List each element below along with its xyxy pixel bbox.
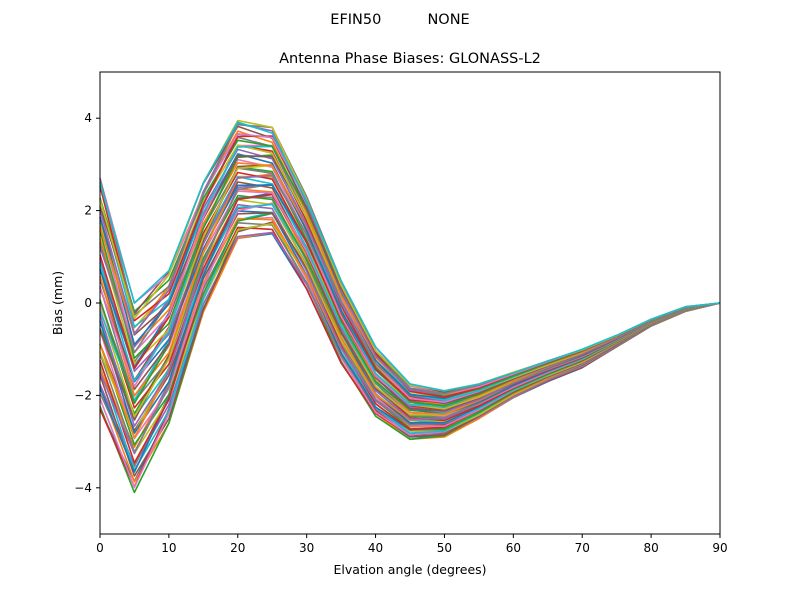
x-tick-label-0: 0	[96, 541, 104, 555]
chart-title: Antenna Phase Biases: GLONASS-L2	[279, 51, 541, 67]
x-tick-label-3: 30	[299, 541, 314, 555]
x-tick-label-4: 40	[368, 541, 383, 555]
y-tick-label-3: 2	[84, 204, 92, 218]
x-tick-label-2: 20	[230, 541, 245, 555]
x-tick-label-8: 80	[643, 541, 658, 555]
x-tick-label-6: 60	[506, 541, 521, 555]
x-axis: 0 10 20 30 40 50 60 70 80 90	[96, 534, 728, 555]
y-tick-label-2: 0	[84, 296, 92, 310]
x-axis-label: Elvation angle (degrees)	[333, 562, 486, 577]
x-tick-label-9: 90	[712, 541, 727, 555]
x-tick-label-5: 50	[437, 541, 452, 555]
x-tick-label-7: 70	[575, 541, 590, 555]
y-axis: −4 −2 0 2 4	[74, 111, 100, 495]
series-line-60	[99, 121, 721, 392]
x-tick-label-1: 10	[161, 541, 176, 555]
y-axis-label: Bias (mm)	[50, 271, 65, 335]
chart-suptitle: EFIN50 NONE	[330, 12, 469, 28]
y-tick-label-0: −4	[74, 481, 92, 495]
y-tick-label-1: −2	[74, 388, 92, 402]
series-layer	[99, 119, 721, 494]
y-tick-label-4: 4	[84, 111, 92, 125]
